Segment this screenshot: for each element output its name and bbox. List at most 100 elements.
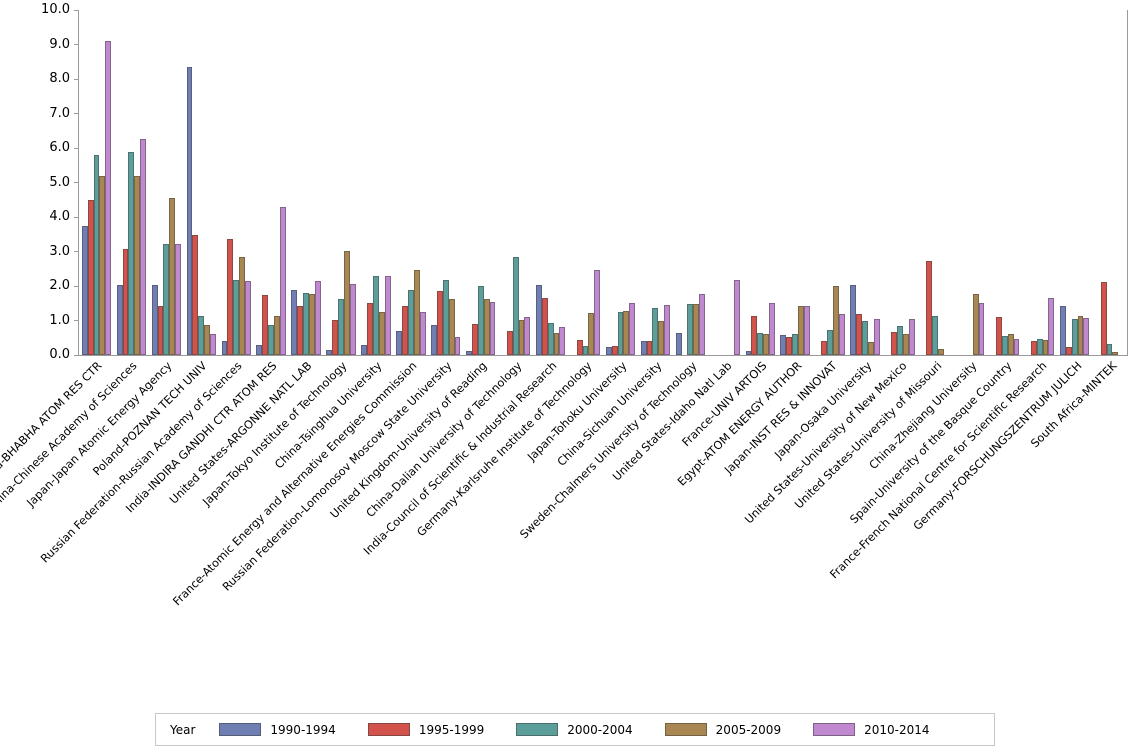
bar[interactable] [891, 332, 897, 355]
bar[interactable] [239, 256, 245, 355]
bar[interactable] [850, 284, 857, 355]
bar[interactable] [873, 319, 880, 355]
bar[interactable] [1030, 340, 1037, 355]
bar[interactable] [792, 333, 799, 355]
bar[interactable] [1065, 346, 1072, 355]
bar[interactable] [291, 290, 298, 355]
legend-item[interactable]: 1995-1999 [367, 723, 484, 737]
bar[interactable] [93, 154, 100, 355]
bar[interactable] [594, 270, 601, 355]
bar[interactable] [407, 290, 414, 355]
bar[interactable] [518, 319, 525, 355]
bar[interactable] [210, 334, 216, 355]
bar[interactable] [454, 337, 461, 355]
bar[interactable] [629, 302, 636, 355]
bar[interactable] [303, 292, 309, 355]
bar[interactable] [640, 341, 647, 355]
bar[interactable] [541, 298, 548, 355]
bar[interactable] [768, 303, 775, 355]
bar[interactable] [227, 238, 234, 355]
bar[interactable] [512, 257, 519, 355]
bar[interactable] [1059, 306, 1066, 355]
bar[interactable] [937, 348, 944, 355]
bar[interactable] [786, 336, 793, 355]
bar[interactable] [442, 280, 449, 355]
bar[interactable] [862, 320, 868, 355]
bar[interactable] [803, 306, 810, 355]
bar[interactable] [751, 316, 758, 355]
legend-item[interactable]: 2010-2014 [813, 723, 930, 737]
bar[interactable] [279, 207, 286, 355]
bar[interactable] [128, 152, 135, 355]
bar[interactable] [605, 346, 612, 355]
bar[interactable] [221, 340, 228, 355]
bar[interactable] [361, 345, 368, 355]
bar[interactable] [856, 313, 863, 355]
bar[interactable] [268, 325, 275, 355]
bar[interactable] [471, 323, 478, 355]
bar[interactable] [1042, 339, 1049, 355]
bar[interactable] [675, 332, 682, 355]
bar[interactable] [1001, 336, 1008, 355]
bar[interactable] [553, 332, 560, 355]
bar[interactable] [1112, 351, 1119, 355]
bar[interactable] [402, 305, 408, 355]
bar[interactable] [926, 260, 932, 355]
bar[interactable] [308, 293, 315, 355]
bar[interactable] [448, 299, 455, 355]
bar[interactable] [483, 299, 490, 355]
bar[interactable] [419, 312, 426, 355]
bar[interactable] [105, 41, 112, 355]
bar[interactable] [617, 311, 624, 355]
bar[interactable] [763, 333, 769, 355]
bar[interactable] [436, 291, 443, 355]
bar[interactable] [687, 303, 694, 355]
bar[interactable] [204, 325, 211, 355]
bar[interactable] [274, 316, 280, 355]
bar[interactable] [535, 284, 542, 355]
bar[interactable] [1106, 343, 1113, 355]
bar[interactable] [384, 276, 391, 355]
bar[interactable] [314, 281, 321, 355]
bar[interactable] [477, 286, 484, 355]
bar[interactable] [867, 341, 874, 355]
bar[interactable] [908, 319, 915, 355]
bar[interactable] [116, 284, 123, 355]
bar[interactable] [652, 308, 659, 355]
bar[interactable] [157, 305, 164, 355]
bar[interactable] [169, 198, 176, 355]
bar[interactable] [1013, 339, 1020, 355]
bar[interactable] [582, 346, 589, 355]
bar[interactable] [995, 317, 1002, 355]
bar[interactable] [664, 305, 671, 355]
bar[interactable] [547, 322, 554, 355]
bar[interactable] [1100, 281, 1107, 355]
bar[interactable] [256, 345, 263, 355]
bar[interactable] [780, 335, 787, 355]
bar[interactable] [658, 320, 665, 355]
bar[interactable] [134, 175, 141, 355]
bar[interactable] [349, 283, 356, 355]
bar[interactable] [978, 303, 985, 355]
bar[interactable] [827, 329, 833, 355]
bar[interactable] [151, 284, 158, 355]
bar[interactable] [367, 302, 373, 355]
bar[interactable] [745, 350, 752, 355]
bar[interactable] [757, 332, 764, 355]
bar[interactable] [1083, 317, 1090, 355]
bar[interactable] [338, 299, 344, 355]
bar[interactable] [175, 243, 181, 355]
bar[interactable] [821, 340, 828, 355]
bar[interactable] [506, 330, 513, 355]
bar[interactable] [244, 281, 251, 355]
bar[interactable] [489, 302, 496, 355]
bar[interactable] [326, 350, 333, 355]
bar[interactable] [396, 330, 403, 355]
bar[interactable] [559, 327, 566, 355]
bar[interactable] [186, 66, 193, 355]
bar[interactable] [192, 234, 199, 355]
bar[interactable] [798, 306, 804, 355]
bar[interactable] [931, 316, 938, 355]
bar[interactable] [343, 250, 350, 355]
bar[interactable] [198, 316, 205, 355]
